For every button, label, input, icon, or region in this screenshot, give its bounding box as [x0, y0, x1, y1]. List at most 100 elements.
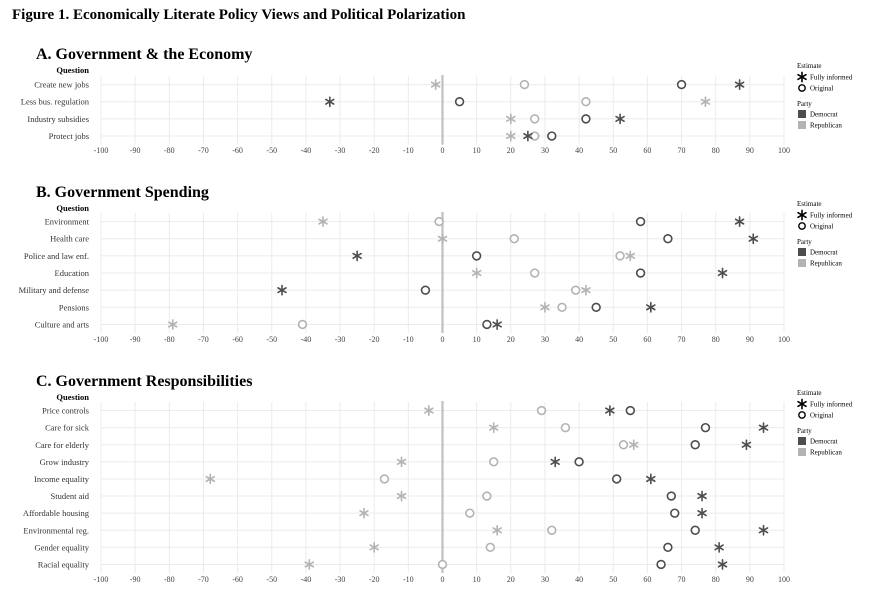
republican-original-point: [489, 457, 499, 467]
x-tick-label: 80: [712, 335, 720, 344]
x-tick-label: -100: [94, 146, 109, 155]
republican-fully-informed-point: [304, 559, 315, 570]
x-tick-label: 90: [746, 575, 754, 584]
democrat-original-point: [574, 457, 584, 467]
x-tick-label: -80: [164, 575, 175, 584]
republican-fully-informed-point-stroke: [396, 492, 407, 500]
republican-original-point: [379, 474, 390, 484]
democrat-fully-informed-point: [605, 405, 615, 416]
democrat-original-point: [666, 491, 677, 501]
democrat-fully-informed-point: [734, 216, 745, 227]
x-tick-label: -60: [232, 575, 243, 584]
republican-fully-informed-point-stroke: [205, 475, 216, 483]
republican-fully-informed-point: [396, 490, 407, 502]
x-tick-label: -20: [369, 146, 380, 155]
x-tick-label: -30: [335, 575, 346, 584]
republican-original-point: [465, 508, 475, 518]
democrat-original-point: [690, 525, 700, 535]
x-tick-label: 40: [575, 335, 583, 344]
democrat-fully-informed-point: [550, 456, 560, 468]
republican-fully-informed-point-stroke: [625, 252, 636, 259]
democrat-fully-informed-point-stroke: [325, 98, 335, 105]
x-tick-label: 0: [441, 575, 445, 584]
republican-fully-informed-point-stroke: [488, 424, 499, 431]
republican-original-point: [536, 405, 547, 416]
legend-republican-swatch: [798, 448, 806, 456]
republican-fully-informed-point: [424, 405, 434, 416]
y-axis-label: Question: [56, 65, 89, 75]
x-tick-label: -90: [130, 575, 141, 584]
category-label: Student aid: [51, 491, 90, 501]
legend-republican-label: Republican: [810, 122, 842, 130]
x-tick-label: 100: [778, 335, 790, 344]
democrat-fully-informed-point: [615, 113, 625, 125]
legend-democrat-swatch: [798, 437, 806, 445]
x-tick-label: 80: [712, 575, 720, 584]
x-tick-label: -70: [198, 335, 209, 344]
republican-fully-informed-point-stroke: [506, 132, 516, 140]
x-tick-label: 10: [473, 575, 481, 584]
democrat-fully-informed-point-stroke: [714, 544, 724, 551]
panel-2: C. Government Responsibilities Question Pr…: [23, 373, 853, 584]
democrat-fully-informed-point-stroke: [758, 527, 769, 534]
x-tick-label: 10: [473, 335, 481, 344]
y-axis-label: Question: [56, 392, 89, 402]
x-tick-label: 80: [712, 146, 720, 155]
x-tick-label: -80: [164, 335, 175, 344]
republican-fully-informed-point-stroke: [167, 321, 178, 328]
x-tick-label: 30: [541, 575, 549, 584]
x-tick-label: -40: [301, 335, 312, 344]
x-tick-label: -90: [130, 335, 141, 344]
x-tick-label: -70: [198, 575, 209, 584]
legend-party-title: Party: [797, 427, 812, 435]
democrat-original-point: [663, 234, 673, 244]
democrat-fully-informed-point-stroke: [523, 132, 533, 140]
democrat-fully-informed-point-stroke: [615, 115, 625, 122]
democrat-fully-informed-point: [714, 541, 724, 553]
category-label: Gender equality: [34, 542, 89, 552]
republican-fully-informed-point: [396, 456, 407, 468]
democrat-fully-informed-point: [646, 473, 656, 485]
category-label: Protect jobs: [49, 131, 89, 141]
democrat-fully-informed-point-stroke: [741, 441, 752, 448]
legend-fully-informed-icon-stroke: [797, 211, 807, 219]
x-tick-label: 20: [507, 575, 515, 584]
x-tick-label: 40: [575, 146, 583, 155]
panel-0: A. Government & the Economy Question Creat…: [21, 46, 853, 155]
x-tick-label: -80: [164, 146, 175, 155]
republican-original-point: [581, 97, 591, 107]
democrat-fully-informed-point: [325, 96, 335, 108]
y-axis-label: Question: [56, 203, 89, 213]
legend-fully-informed-icon-stroke: [797, 400, 807, 408]
democrat-fully-informed-point: [352, 250, 362, 262]
legend-democrat-swatch: [798, 248, 806, 256]
republican-original-point: [570, 285, 581, 295]
x-tick-label: -20: [369, 575, 380, 584]
legend-democrat-label: Democrat: [810, 249, 838, 257]
democrat-fully-informed-point: [277, 284, 287, 296]
republican-fully-informed-point: [167, 319, 178, 330]
category-label: Culture and arts: [35, 319, 89, 329]
democrat-fully-informed-point-stroke: [605, 407, 615, 414]
category-label: Price controls: [42, 406, 89, 416]
democrat-fully-informed-point-stroke: [734, 218, 745, 225]
republican-fully-informed-point: [471, 267, 482, 279]
republican-fully-informed-point-stroke: [424, 407, 434, 414]
x-tick-label: 100: [778, 575, 790, 584]
republican-fully-informed-point-stroke: [506, 115, 516, 122]
x-tick-label: -100: [94, 335, 109, 344]
x-tick-label: -50: [266, 146, 277, 155]
republican-original-point: [519, 79, 530, 90]
democrat-fully-informed-point-stroke: [646, 304, 656, 311]
democrat-fully-informed-point: [758, 422, 769, 434]
republican-original-point: [560, 422, 571, 433]
x-tick-label: -50: [266, 575, 277, 584]
legend-original-label: Original: [810, 85, 833, 93]
republican-fully-informed-point-stroke: [318, 218, 328, 225]
legend-fully-informed-icon-stroke: [797, 73, 807, 81]
category-label: Racial equality: [38, 559, 90, 569]
republican-original-point: [509, 234, 519, 244]
legend-fully-informed-icon: [797, 71, 807, 83]
x-tick-label: -30: [335, 146, 346, 155]
democrat-fully-informed-point-stroke: [277, 287, 287, 294]
